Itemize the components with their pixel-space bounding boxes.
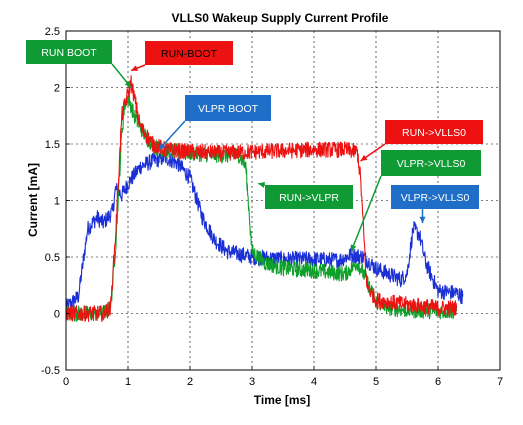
annotation-box xyxy=(265,185,353,209)
plot-frame xyxy=(65,30,501,371)
annotation-arrowhead xyxy=(360,154,368,161)
x-axis-label: Time [ms] xyxy=(254,393,310,407)
annotation-arrowhead xyxy=(419,216,426,224)
annotation-label: VLPR->VLLS0 xyxy=(401,192,470,204)
annotation-arrowhead xyxy=(131,65,139,72)
x-tick-label: 6 xyxy=(435,376,441,388)
series-line-2 xyxy=(65,75,458,322)
x-tick-label: 1 xyxy=(125,376,131,388)
annotation-box xyxy=(185,95,271,121)
annotation-label: VLPR BOOT xyxy=(198,103,259,115)
y-tick-label: -0.5 xyxy=(41,365,60,377)
x-tick-label: 0 xyxy=(63,376,69,388)
annotation-label: VLPR->VLLS0 xyxy=(397,158,466,170)
annotation-label: RUN->VLPR xyxy=(279,192,339,204)
annotation-box xyxy=(26,40,112,64)
annotation-box xyxy=(381,150,481,176)
annotation-label: RUN-BOOT xyxy=(161,48,218,60)
y-tick-label: 0.5 xyxy=(45,252,60,264)
x-tick-label: 2 xyxy=(187,376,193,388)
x-tick-label: 5 xyxy=(373,376,379,388)
axis-layer: 0 1 2 3 4 5 6 7-0.500.511.522.5 xyxy=(41,26,503,388)
annotation-box xyxy=(391,185,479,209)
y-axis-label: Current [mA] xyxy=(26,163,40,237)
series-layer xyxy=(65,75,464,322)
annotation-box xyxy=(385,120,483,144)
annotation-box xyxy=(145,41,233,65)
y-tick-label: 2 xyxy=(54,83,60,95)
annotation-arrowhead xyxy=(258,181,265,188)
x-tick-label: 4 xyxy=(311,376,317,388)
annotation-arrowhead xyxy=(350,244,357,252)
annotation-label: RUN BOOT xyxy=(41,47,97,59)
y-tick-label: 1.5 xyxy=(45,139,60,151)
annotation-arrowhead xyxy=(159,142,166,150)
x-tick-label: 3 xyxy=(249,376,255,388)
y-tick-label: 0 xyxy=(54,309,60,321)
y-tick-label: 1 xyxy=(54,196,60,208)
annotation-arrow xyxy=(350,175,382,252)
annotation-arrowhead xyxy=(124,80,132,88)
y-tick-label: 2.5 xyxy=(45,26,60,38)
x-tick-label: 7 xyxy=(497,376,503,388)
annotation-layer: RUN BOOT RUN-BOOT VLPR BOOT RUN->VLLS0 VLPR-… xyxy=(26,40,483,252)
annotation-arrow xyxy=(158,120,186,151)
series-line-1 xyxy=(65,93,458,322)
chart-title: VLLS0 Wakeup Supply Current Profile xyxy=(172,11,389,25)
annotation-label: RUN->VLLS0 xyxy=(402,127,466,139)
